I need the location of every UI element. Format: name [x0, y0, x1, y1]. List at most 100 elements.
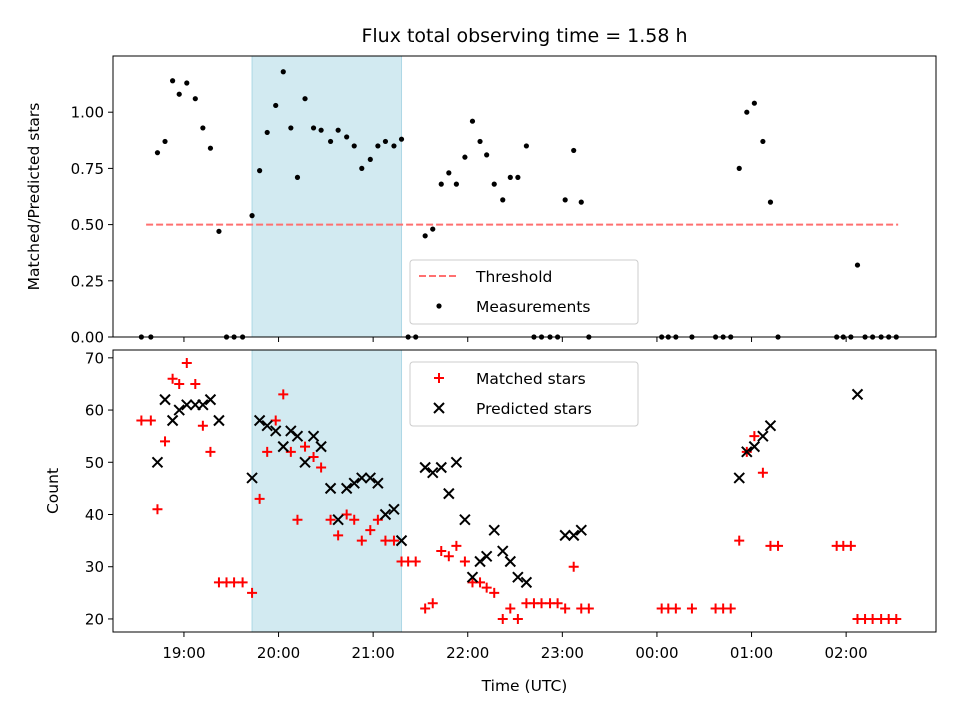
measurement-point [469, 118, 476, 124]
matched-star-marker [205, 446, 216, 457]
matched-star-marker [757, 467, 768, 478]
measurement-point [257, 168, 263, 174]
y-tick-label: 50 [85, 454, 104, 472]
predicted-star-marker [253, 414, 266, 427]
predicted-star-marker [315, 440, 327, 453]
predicted-star-marker [419, 461, 431, 474]
matched-star-marker [451, 540, 462, 551]
y-tick-label: 60 [85, 402, 104, 420]
y-tick-label: 30 [85, 558, 104, 576]
matched-star-marker [867, 613, 878, 624]
measurement-point [760, 138, 766, 145]
matched-star-marker [420, 603, 431, 614]
measurement-point [430, 226, 436, 232]
x-tick-label: 20:00 [257, 644, 300, 662]
y-tick-label: 1.00 [71, 104, 104, 122]
measurement-point [249, 213, 255, 219]
predicted-star-marker [559, 529, 571, 542]
predicted-star-marker [166, 414, 179, 427]
matched-star-marker [356, 535, 367, 546]
measurement-point [169, 78, 176, 84]
measurement-point [736, 165, 742, 171]
measurement-point [280, 69, 286, 75]
matched-star-marker [481, 582, 492, 593]
highlight-span [251, 55, 403, 338]
matched-star-marker [443, 551, 454, 562]
matched-star-marker [181, 358, 192, 369]
measurement-point [176, 91, 182, 97]
predicted-star-marker [851, 388, 864, 401]
measurement-point [273, 102, 279, 109]
measurement-point [200, 125, 206, 131]
y-tick-label: 0.50 [71, 216, 104, 234]
predicted-star-marker [427, 467, 439, 479]
matched-star-marker [333, 530, 344, 541]
measurement-point [375, 143, 381, 149]
matched-star-marker [160, 436, 171, 447]
predicted-star-marker [764, 420, 777, 432]
measurement-point [288, 125, 294, 131]
measurement-point [294, 174, 301, 180]
predicted-star-marker [733, 472, 745, 484]
measurement-point [367, 156, 373, 163]
predicted-star-marker [299, 456, 311, 468]
measurement-point [571, 147, 577, 154]
measurement-point [500, 197, 506, 203]
legend-measurement-swatch [436, 303, 442, 309]
matched-star-marker [152, 504, 163, 515]
predicted-star-marker [270, 425, 282, 437]
matched-star-marker [497, 613, 508, 624]
predicted-star-marker [197, 399, 209, 411]
matched-star-marker [262, 446, 273, 457]
predicted-star-marker [364, 472, 377, 484]
measurement-point [344, 134, 350, 140]
measurement-point [854, 262, 861, 268]
matched-star-marker [190, 378, 201, 389]
measurement-point [515, 174, 521, 180]
y-tick-label: 0.25 [71, 272, 104, 290]
legend: Threshold Measurements [409, 259, 639, 325]
x-tick-label: 01:00 [730, 644, 773, 662]
matched-star-marker [568, 561, 579, 572]
measurement-point [391, 143, 397, 149]
matched-star-marker [254, 493, 265, 504]
measurement-point [351, 143, 357, 149]
legend-matched-swatch [434, 373, 444, 383]
legend-predicted-swatch [433, 402, 445, 414]
x-tick-label: 19:00 [162, 644, 205, 662]
matched-star-marker [891, 613, 902, 624]
matched-star-marker [388, 535, 399, 546]
measurement-point [751, 100, 757, 106]
matched-star-marker [308, 452, 319, 463]
predicted-star-marker [497, 545, 509, 557]
predicted-star-marker [151, 456, 164, 468]
predicted-star-marker [291, 430, 304, 442]
y-tick-label: 0.75 [71, 160, 104, 178]
measurement-point [216, 228, 222, 234]
legend-label: Predicted stars [476, 400, 592, 418]
bottom-panel: 20 30 40 50 60 70 19:00 20:00 21:00 22:00 23:00 00:… [44, 349, 937, 695]
matched-star-marker [670, 603, 681, 614]
predicted-star-marker [450, 456, 463, 468]
predicted-star-marker [435, 461, 447, 474]
predicted-star-marker [332, 514, 344, 526]
matched-star-marker [773, 540, 784, 551]
x-tick-label: 02:00 [825, 644, 868, 662]
x-tick-label: 00:00 [635, 644, 678, 662]
predicted-star-marker [246, 472, 258, 484]
predicted-star-marker [512, 571, 524, 583]
chart-title: Flux total observing time = 1.58 h [361, 25, 687, 47]
predicted-star-marker [159, 393, 171, 406]
axes-frame [112, 55, 937, 338]
matched-star-marker [167, 373, 178, 384]
predicted-star-marker [757, 430, 769, 442]
matched-star-marker [552, 598, 563, 609]
matched-star-marker [436, 546, 447, 557]
matched-star-marker [686, 603, 697, 614]
matched-star-marker [237, 577, 248, 588]
matched-star-marker [427, 598, 438, 609]
measurement-point [207, 145, 214, 151]
matched-star-marker [136, 415, 147, 426]
measurement-point [438, 181, 444, 187]
measurement-point [359, 165, 365, 171]
